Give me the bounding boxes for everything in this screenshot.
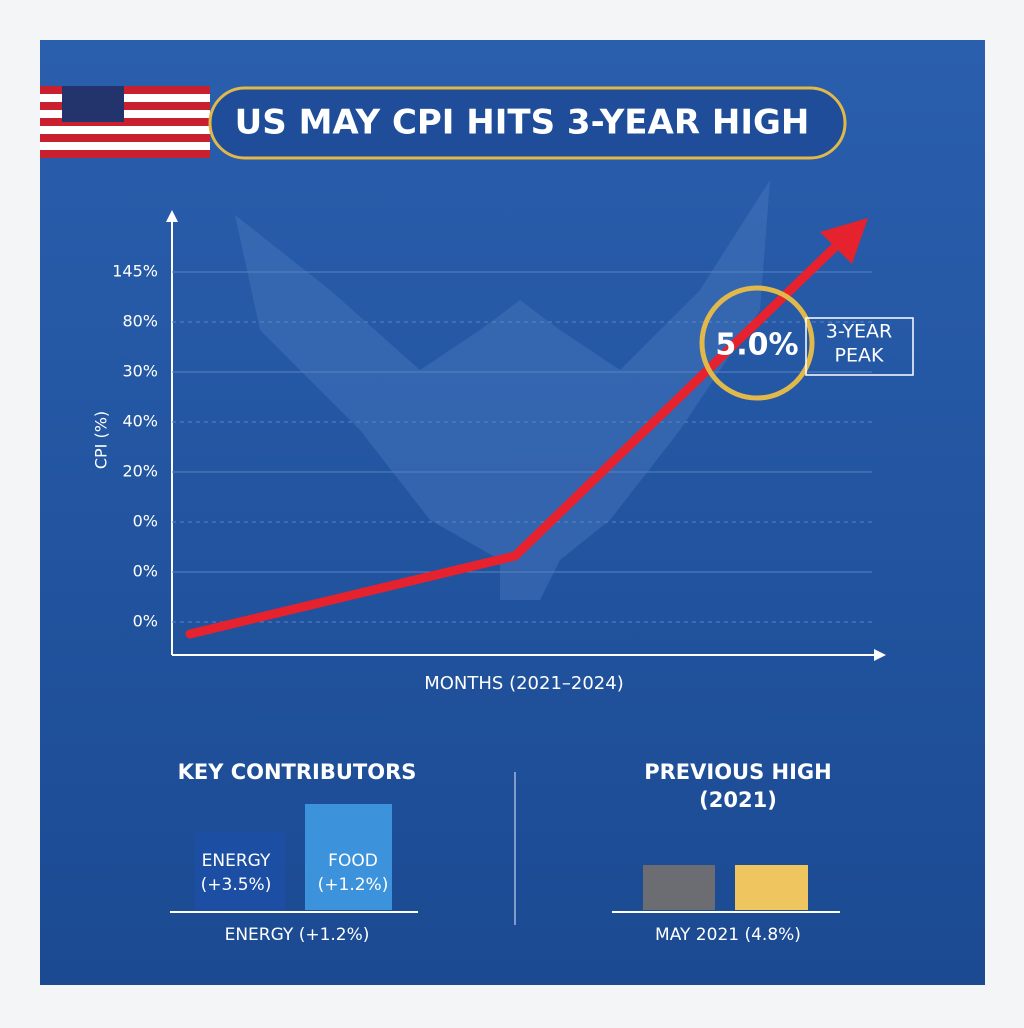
flag — [40, 86, 210, 158]
title: US MAY CPI HITS 3-YEAR HIGH — [235, 103, 810, 143]
bar-value-label: (+3.5%) — [201, 875, 272, 895]
food-bar — [305, 804, 392, 910]
peak-value: 5.0% — [715, 328, 798, 363]
peak-circle — [699, 285, 815, 401]
previous-high-caption: MAY 2021 (4.8%) — [655, 925, 801, 945]
peak-label: PEAK — [835, 345, 884, 367]
bar-value-label: (+1.2%) — [318, 875, 389, 895]
y-tick-label: 145% — [112, 262, 158, 281]
eagle — [235, 180, 770, 600]
contributors-caption: ENERGY (+1.2%) — [225, 925, 370, 945]
previous-high-title: (2021) — [699, 788, 777, 812]
y-tick-label: 20% — [122, 462, 158, 481]
peak-box — [805, 317, 914, 376]
x-axis-label: MONTHS (2021–2024) — [424, 673, 624, 694]
y-tick-label: 0% — [133, 512, 158, 531]
previous-high-title: PREVIOUS HIGH — [644, 760, 832, 784]
y-arrow — [166, 210, 178, 222]
energy-bar — [195, 832, 285, 910]
yellow-bar — [735, 865, 808, 910]
y-tick-label: 80% — [122, 312, 158, 331]
y-tick-label: 0% — [133, 612, 158, 631]
panel — [40, 40, 985, 985]
peak-label: 3-YEAR — [826, 321, 893, 343]
y-tick-label: 0% — [133, 562, 158, 581]
y-tick-label: 40% — [122, 412, 158, 431]
x-arrow — [874, 649, 886, 661]
y-axis-label: CPI (%) — [92, 411, 111, 469]
bar-name: ENERGY — [202, 851, 271, 871]
bar-name: FOOD — [328, 851, 378, 871]
trend-line — [185, 242, 840, 639]
grey-bar — [643, 865, 715, 910]
y-tick-label: 30% — [122, 362, 158, 381]
contributors-title: KEY CONTRIBUTORS — [178, 760, 417, 784]
title-pill — [208, 86, 847, 160]
trend-arrow — [820, 218, 868, 264]
